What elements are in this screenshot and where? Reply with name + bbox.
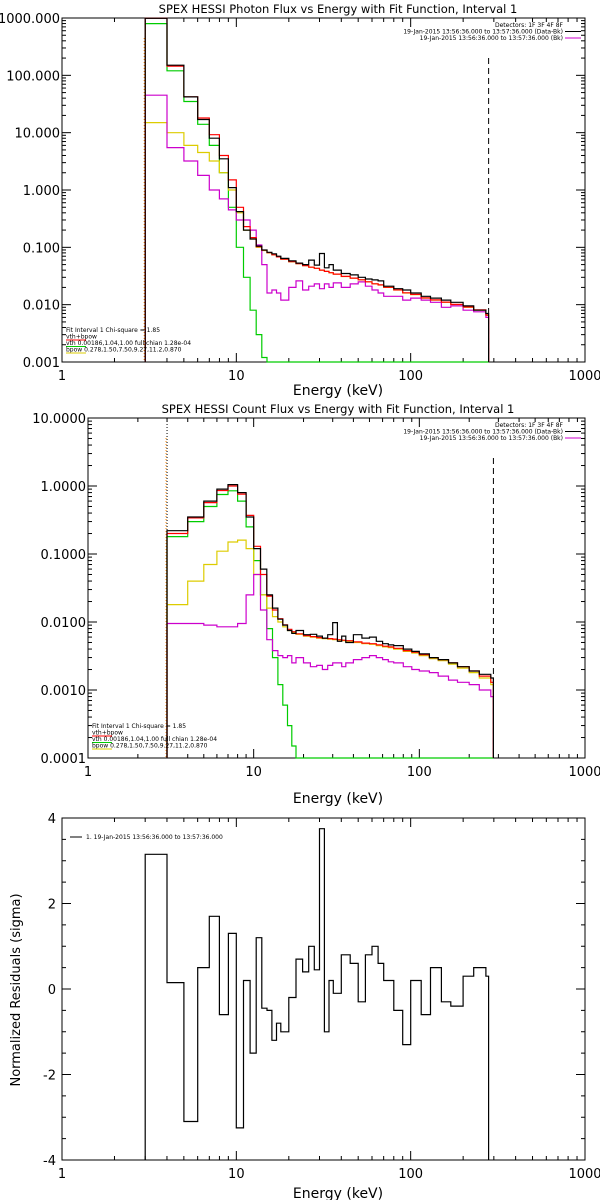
x-tick-label: 1000 (568, 765, 600, 780)
legend-bottom-left-entry: vth+bpow (92, 730, 123, 737)
y-tick-label: 10.0000 (32, 412, 86, 427)
x-tick-label: 10 (228, 1167, 245, 1182)
y-tick-label: 100.000 (6, 69, 60, 84)
x-tick-label: 1 (58, 1167, 66, 1182)
y-tick-label: 4 (48, 812, 56, 827)
series-sum-line (144, 17, 490, 362)
series-bk-line (166, 573, 494, 758)
plot-frame (61, 817, 586, 1161)
y-tick-label: 1000.000 (0, 12, 60, 27)
resid-x-axis-label: Energy (keV) (293, 1186, 383, 1200)
photon-flux-panel: SPEX HESSI Photon Flux vs Energy with Fi… (0, 2, 600, 399)
series-total-line (144, 17, 490, 362)
y-tick-label: 1.000 (23, 184, 60, 199)
series-vth-line (144, 23, 489, 363)
count-x-axis-label: Energy (keV) (293, 791, 383, 807)
photon-chart-title: SPEX HESSI Photon Flux vs Energy with Fi… (159, 2, 518, 16)
x-tick-label: 100 (407, 765, 432, 780)
legend-bottom-left-entry: vth 0.00186,1.04,1.00 full chian 1.28e-0… (66, 340, 191, 347)
series-total-line (144, 828, 490, 1160)
x-tick-label: 1 (58, 369, 66, 384)
legend-top-left-entry: 1. 19-Jan-2015 13:56:36.000 to 13:57:36.… (86, 834, 223, 841)
count-flux-panel: SPEX HESSI Count Flux vs Energy with Fit… (32, 402, 600, 807)
legend-top-right-entry: 19-Jan-2015 13:56:36.000 to 13:57:36.000… (403, 29, 563, 36)
x-tick-label: 1 (84, 765, 92, 780)
legend-top-right-entry: 19-Jan-2015 13:56:36.000 to 13:57:36.000… (403, 429, 563, 436)
x-tick-label: 100 (398, 369, 423, 384)
y-tick-label: 2 (48, 898, 56, 913)
x-tick-label: 1000 (568, 369, 600, 384)
legend-bottom-left-entry: Fit Interval 1 Chi-square = 1.85 (92, 723, 186, 730)
resid-y-axis-label: Normalized Residuals (sigma) (9, 893, 24, 1086)
count-chart-title: SPEX HESSI Count Flux vs Energy with Fit… (162, 402, 515, 416)
series-vth-line (166, 490, 494, 759)
y-tick-label: -2 (43, 1069, 56, 1084)
x-tick-label: 1000 (568, 1167, 600, 1182)
series-bpow-line (144, 122, 490, 362)
legend-top-right-entry: 19-Jan-2015 13:56:36.000 to 13:57:36.000… (420, 35, 563, 42)
series-bpow-line (166, 539, 494, 758)
legend-bottom-left-entry: bpow 0.278,1.50,7.50,9.27,11.2,0.870 (92, 743, 208, 750)
y-tick-label: 0.0001 (41, 752, 87, 767)
legend-top-right-entry: 19-Jan-2015 13:56:36.000 to 13:57:36.000… (420, 435, 563, 442)
legend-bottom-left-entry: vth+bpow (66, 334, 97, 341)
legend-top-right-entry: Detectors: 1F 3F 4F 8F (495, 22, 564, 29)
legend-bottom-left-entry: vth 0.00186,1.04,1.00 full chian 1.28e-0… (92, 736, 217, 743)
y-tick-label: 1.0000 (41, 480, 87, 495)
legend-bottom-left-entry: bpow 0.278,1.50,7.50,9.27,11.2,0.870 (66, 347, 182, 354)
x-tick-label: 10 (228, 369, 245, 384)
y-tick-label: -4 (43, 1154, 56, 1169)
y-tick-label: 0.0010 (41, 684, 87, 699)
series-bk-line (144, 94, 490, 362)
y-tick-label: 0.001 (23, 356, 60, 371)
residuals-panel: Energy (keV) Normalized Residuals (sigma… (9, 812, 600, 1200)
y-tick-label: 0.010 (23, 299, 60, 314)
y-tick-label: 0.100 (23, 241, 60, 256)
legend-top-right-entry: Detectors: 1F 3F 4F 8F (495, 422, 564, 429)
photon-x-axis-label: Energy (keV) (293, 383, 383, 399)
x-tick-label: 10 (245, 765, 262, 780)
y-tick-label: 10.000 (15, 127, 61, 142)
plot-frame (61, 17, 586, 363)
x-tick-label: 100 (398, 1167, 423, 1182)
series-total-line (166, 484, 494, 758)
y-tick-label: 0.0100 (41, 616, 87, 631)
legend-bottom-left-entry: Fit Interval 1 Chi-square = 1.85 (66, 327, 160, 334)
plot-frame (87, 417, 586, 759)
y-tick-label: 0 (48, 983, 56, 998)
series-sum-line (166, 485, 494, 758)
y-tick-label: 0.1000 (41, 548, 87, 563)
